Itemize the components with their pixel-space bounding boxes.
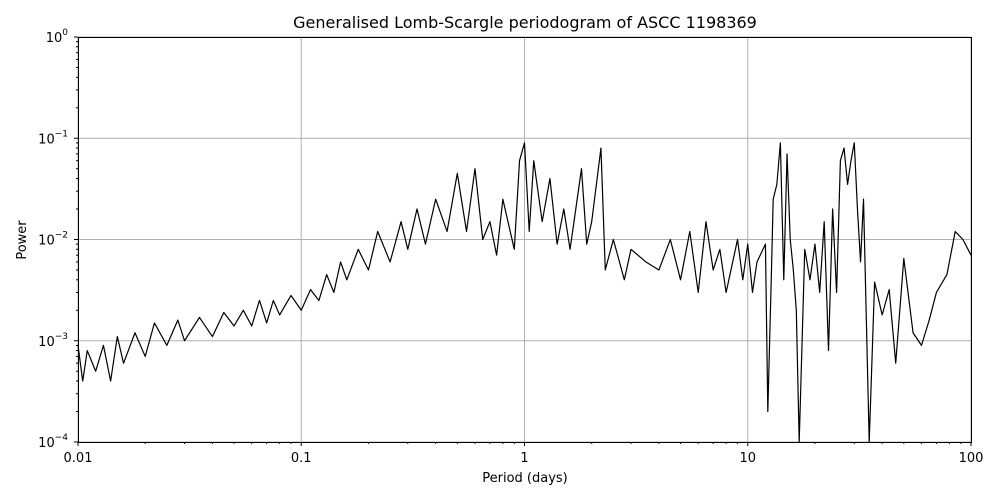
y-tick-label: 10−3 xyxy=(38,332,68,350)
x-tick-label: 100 xyxy=(959,451,984,466)
x-axis-label: Period (days) xyxy=(482,471,568,486)
x-tick-label: 1 xyxy=(520,451,528,466)
chart-title: Generalised Lomb-Scargle periodogram of … xyxy=(293,13,757,32)
x-tick-label: 0.1 xyxy=(291,451,312,466)
y-tick-label: 10−1 xyxy=(38,129,68,147)
x-axis-ticks: 0.01 0.1 1 10 100 xyxy=(64,442,984,466)
x-tick-label: 0.01 xyxy=(64,451,93,466)
y-axis-label: Power xyxy=(15,220,30,260)
y-tick-label: 10−2 xyxy=(38,231,68,249)
y-tick-label: 100 xyxy=(46,28,69,46)
y-axis-ticks: 10−4 10−3 10−2 10−1 100 xyxy=(38,28,78,451)
x-tick-label: 10 xyxy=(739,451,756,466)
y-tick-label: 10−4 xyxy=(38,433,68,451)
periodogram-line xyxy=(77,142,972,443)
series-layer xyxy=(77,142,972,443)
